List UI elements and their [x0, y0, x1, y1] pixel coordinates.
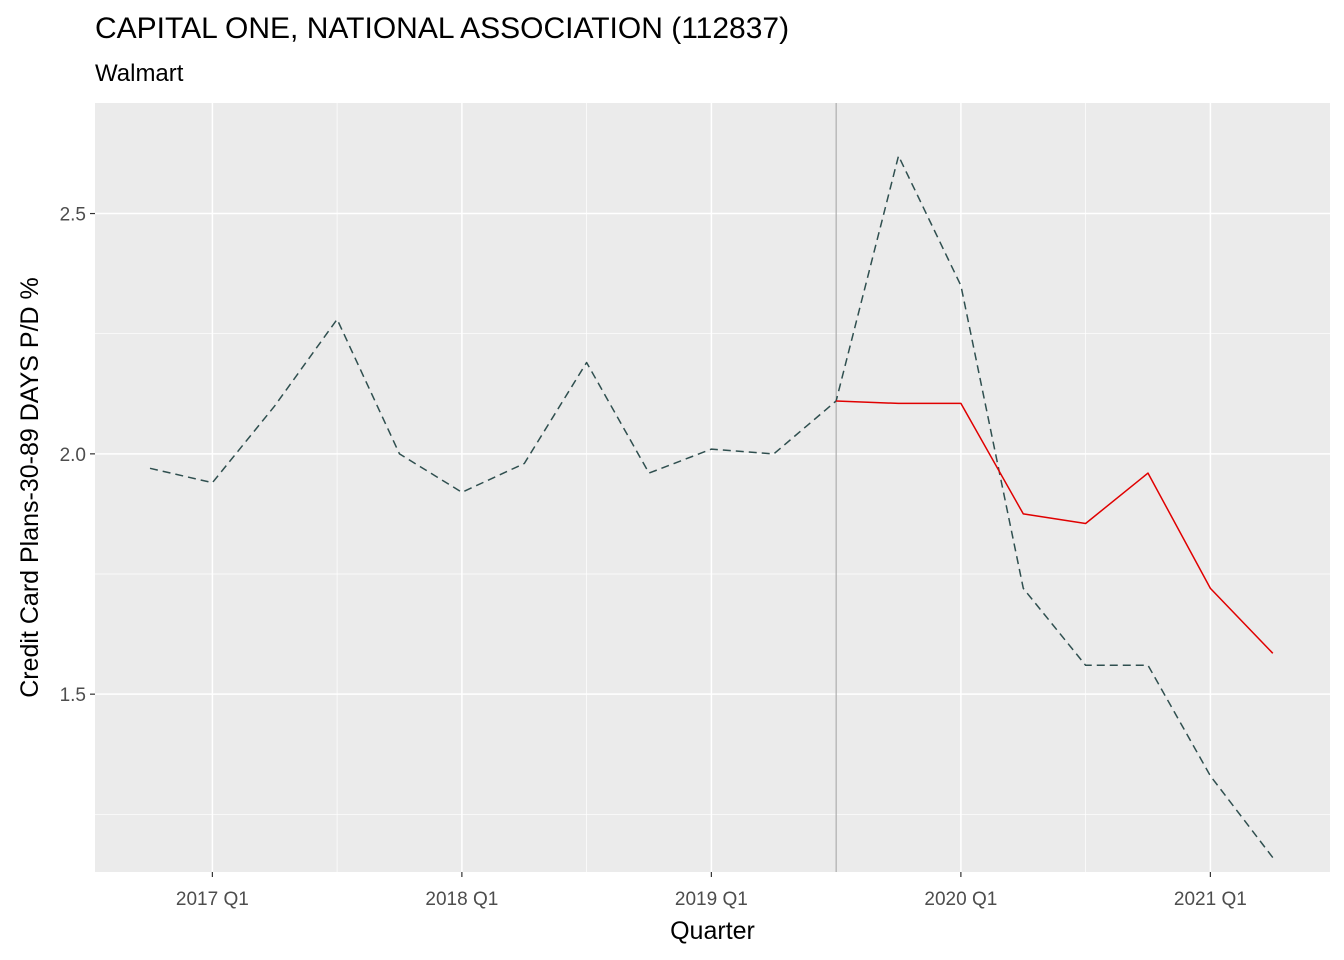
axis-layer: 1.5 2.0 2.5 2017 Q1 2018 Q1 2019 Q1 2020 Q1 202…	[60, 205, 1247, 910]
chart-title: CAPITAL ONE, NATIONAL ASSOCIATION (11283…	[95, 12, 790, 45]
x-tick-label: 2019 Q1	[675, 889, 748, 910]
x-axis-title: Quarter	[670, 917, 755, 945]
y-tick-label: 2.0	[60, 445, 86, 466]
y-tick-label: 2.5	[60, 205, 86, 226]
series-line-2	[836, 400, 1274, 654]
x-tick-label: 2018 Q1	[425, 889, 498, 910]
x-tick-label: 2021 Q1	[1174, 889, 1247, 910]
plot-panel	[95, 103, 1330, 872]
x-tick-label: 2017 Q1	[176, 889, 249, 910]
series-layer	[149, 155, 1274, 859]
y-axis-title: Credit Card Plans-30-89 DAYS P/D %	[16, 277, 44, 698]
series-line-1	[149, 155, 1274, 859]
y-tick-label: 1.5	[60, 685, 86, 706]
x-tick-label: 2020 Q1	[924, 889, 997, 910]
grid-major	[95, 103, 1330, 872]
chart-subtitle: Walmart	[95, 60, 184, 87]
